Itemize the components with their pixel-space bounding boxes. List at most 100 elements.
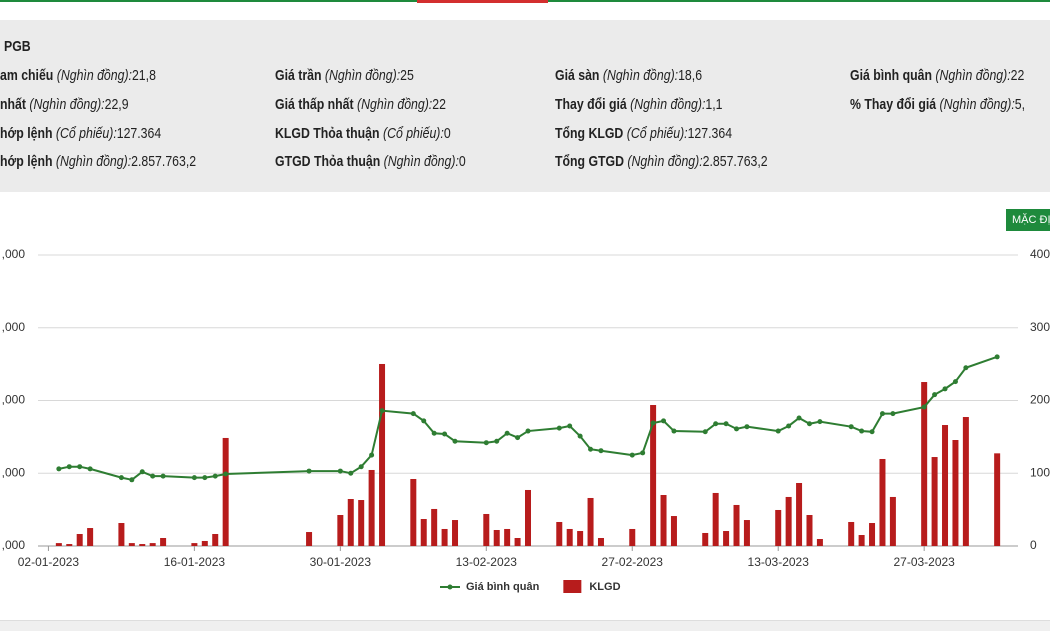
line-point bbox=[358, 464, 364, 470]
chart: ,000 ,000 ,000 ,000 ,000 0 100 200 300 400 02-01-2… bbox=[2, 247, 1050, 593]
x-tick-label: 02-01-2023 bbox=[18, 555, 80, 569]
bar bbox=[420, 519, 427, 546]
line-point bbox=[994, 354, 1000, 360]
x-tick-label: 16-01-2023 bbox=[164, 555, 226, 569]
symbol: PGB bbox=[4, 38, 31, 55]
info-value: 21,8 bbox=[131, 67, 156, 84]
x-tick-label: 27-03-2023 bbox=[893, 555, 955, 569]
line-point bbox=[483, 440, 489, 446]
info-label: Tổng GTGD bbox=[555, 153, 625, 170]
line-point bbox=[786, 423, 792, 429]
bar bbox=[431, 508, 438, 546]
bar bbox=[76, 533, 83, 546]
bar bbox=[566, 528, 573, 546]
info-label: hớp lệnh bbox=[0, 153, 53, 170]
info-value: 22 bbox=[1010, 67, 1025, 84]
line-point bbox=[952, 379, 958, 385]
y2-tick-label: 300 bbox=[1030, 320, 1050, 334]
line-point bbox=[734, 426, 740, 432]
info-label: KLGD Thỏa thuận bbox=[275, 125, 380, 142]
info-value: 5, bbox=[1014, 96, 1026, 113]
bar bbox=[848, 521, 855, 546]
bar bbox=[160, 537, 167, 546]
info-label: % Thay đổi giá bbox=[850, 96, 937, 113]
info-item: am chiếu (Nghìn đồng):21,8 bbox=[0, 67, 156, 84]
line-point bbox=[817, 419, 823, 425]
info-unit: (Nghìn đồng): bbox=[383, 153, 459, 170]
line-point bbox=[588, 446, 594, 452]
line-point bbox=[504, 430, 510, 436]
info-value: 22,9 bbox=[104, 96, 129, 113]
info-label: Thay đổi giá bbox=[555, 96, 627, 113]
y-tick-label: ,000 bbox=[2, 465, 26, 479]
line-point bbox=[191, 475, 197, 481]
line-point bbox=[661, 418, 667, 424]
info-value: 25 bbox=[400, 67, 414, 84]
default-button[interactable]: MẶC ĐỊ bbox=[1006, 209, 1050, 231]
info-item: Giá bình quân (Nghìn đồng):22 bbox=[850, 67, 1024, 84]
info-value: 22 bbox=[432, 96, 446, 113]
info-item: KLGD Thỏa thuận (Cổ phiếu):0 bbox=[275, 125, 451, 142]
legend-label: KLGD bbox=[589, 581, 620, 593]
line-point bbox=[744, 424, 750, 430]
line-point bbox=[942, 386, 948, 392]
info-item: Thay đổi giá (Nghìn đồng):1,1 bbox=[555, 96, 723, 113]
bar bbox=[650, 405, 657, 546]
legend-label: Giá bình quân bbox=[466, 581, 540, 593]
line-point bbox=[796, 415, 802, 421]
line bbox=[58, 355, 998, 481]
bar bbox=[201, 540, 208, 546]
line-point bbox=[87, 466, 93, 472]
line-point bbox=[306, 468, 312, 474]
line-point bbox=[494, 438, 500, 444]
bar bbox=[994, 453, 1001, 546]
y2-tick-label: 400 bbox=[1030, 247, 1050, 261]
line-point bbox=[859, 428, 865, 434]
info-label: Giá trần bbox=[275, 67, 322, 84]
line-point bbox=[723, 421, 729, 427]
info-unit: (Nghìn đồng): bbox=[627, 153, 703, 170]
info-value: 1,1 bbox=[705, 96, 723, 113]
line-point bbox=[650, 420, 656, 426]
bar bbox=[816, 539, 823, 546]
bar bbox=[452, 520, 459, 546]
info-value: 2.857.763,2 bbox=[131, 153, 197, 170]
bar bbox=[556, 521, 563, 546]
bar bbox=[66, 544, 73, 546]
line-point bbox=[713, 421, 719, 427]
bar bbox=[504, 528, 511, 546]
bar bbox=[743, 520, 750, 546]
y2-tick-label: 200 bbox=[1030, 393, 1050, 407]
info-label: am chiếu bbox=[0, 67, 54, 84]
info-item: GTGD Thỏa thuận (Nghìn đồng):0 bbox=[275, 153, 466, 170]
bar bbox=[577, 531, 584, 546]
y2-tick-label: 100 bbox=[1030, 465, 1050, 479]
info-label: Giá thấp nhất bbox=[275, 96, 354, 113]
bar bbox=[931, 457, 938, 546]
bar bbox=[597, 537, 604, 546]
info-item: Giá sàn (Nghìn đồng):18,6 bbox=[555, 67, 702, 84]
bar bbox=[733, 504, 740, 546]
info-unit: (Nghìn đồng): bbox=[357, 96, 433, 113]
line-point bbox=[890, 411, 896, 417]
bar bbox=[858, 535, 865, 546]
info-unit: (Nghìn đồng): bbox=[602, 67, 679, 84]
bar bbox=[128, 543, 135, 546]
legend-swatch bbox=[563, 580, 582, 593]
info-label: nhất bbox=[0, 96, 26, 113]
info-unit: (Nghìn đồng): bbox=[56, 67, 132, 84]
bar bbox=[368, 469, 375, 546]
legend-dot bbox=[447, 584, 453, 590]
bar bbox=[191, 543, 198, 546]
line-point bbox=[77, 464, 83, 470]
info-unit: (Nghìn đồng): bbox=[324, 67, 401, 84]
info-unit: (Nghìn đồng): bbox=[29, 96, 105, 113]
line-point bbox=[223, 471, 229, 477]
active-tab-marker bbox=[417, 0, 548, 3]
bar bbox=[587, 497, 594, 546]
bar bbox=[139, 544, 146, 546]
bar bbox=[921, 382, 928, 546]
line-point bbox=[869, 429, 875, 435]
y2-tick-label: 0 bbox=[1030, 538, 1037, 552]
info-value: 2.857.763,2 bbox=[702, 153, 768, 170]
